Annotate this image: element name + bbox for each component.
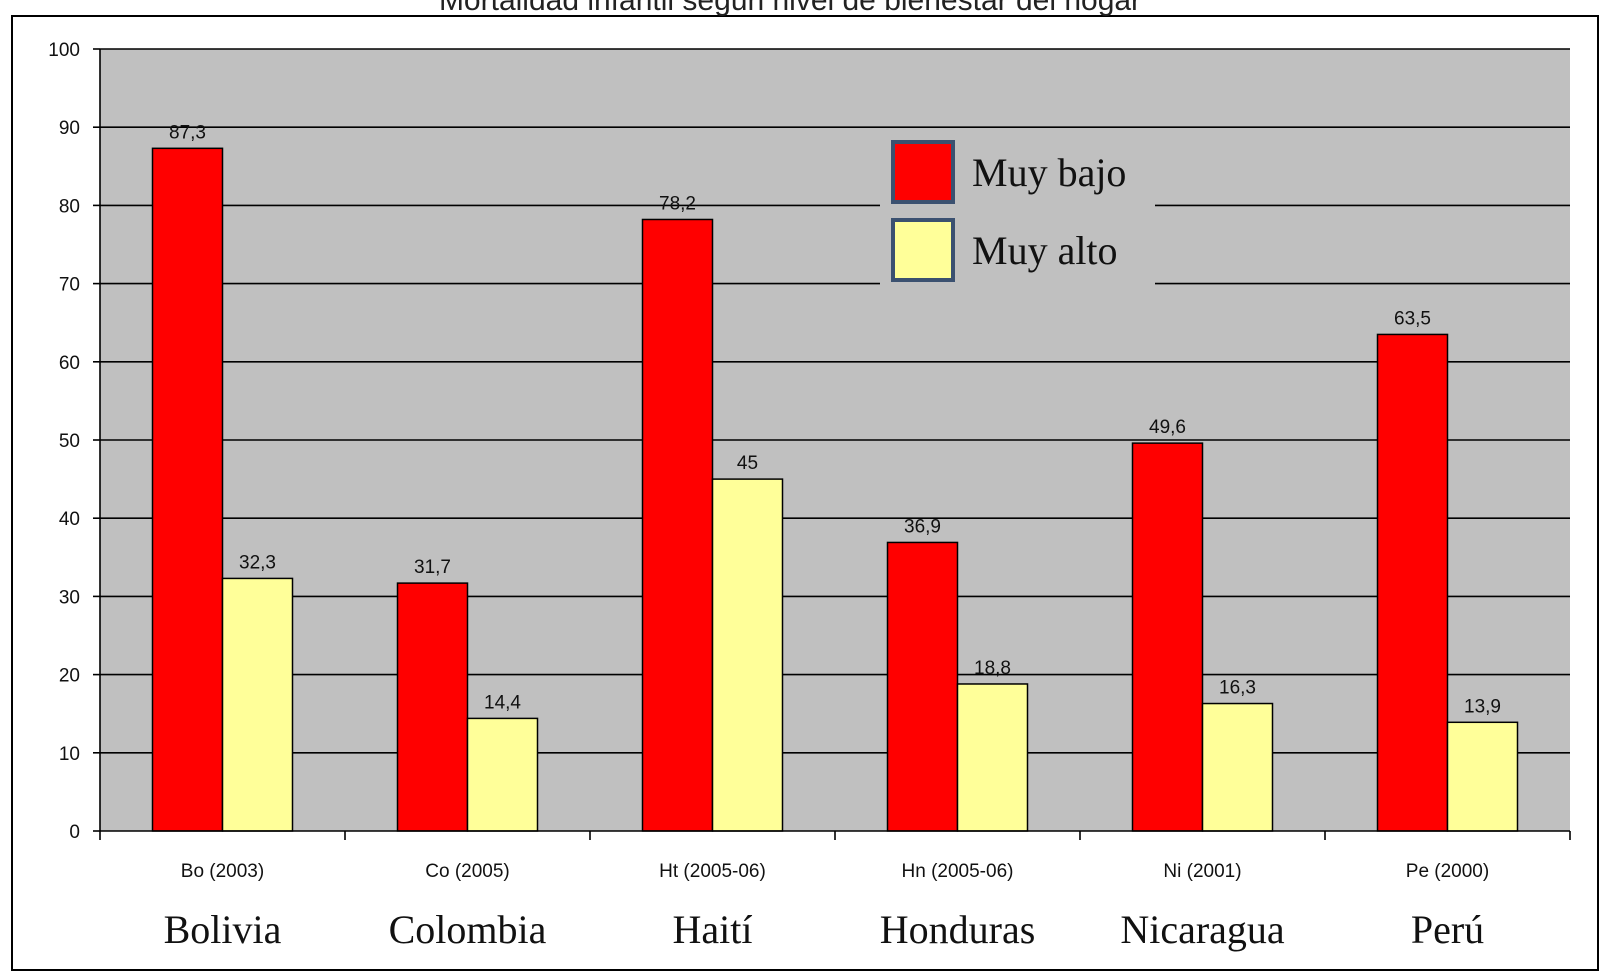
bar-muy-alto xyxy=(956,683,1029,832)
country-name-label: Nicaragua xyxy=(1120,907,1285,952)
y-tick-label: 50 xyxy=(59,431,80,452)
bar-muy-bajo xyxy=(641,218,714,832)
bar-muy-bajo xyxy=(151,147,224,832)
data-label: 49,6 xyxy=(1149,417,1186,438)
data-label: 18,8 xyxy=(974,658,1011,679)
legend-label: Muy alto xyxy=(972,228,1118,273)
bar-muy-bajo xyxy=(1131,442,1204,832)
data-label: 16,3 xyxy=(1219,678,1256,699)
legend-swatch-muy-alto xyxy=(891,218,955,282)
axes xyxy=(93,48,1571,840)
data-label: 78,2 xyxy=(659,193,696,214)
y-tick-label: 40 xyxy=(59,509,80,530)
y-tick-label: 60 xyxy=(59,353,80,374)
x-category-label: Co (2005) xyxy=(425,861,510,882)
gridlines xyxy=(100,48,1570,754)
x-category-label: Ht (2005-06) xyxy=(659,861,766,882)
legend-label: Muy bajo xyxy=(972,150,1126,195)
bar-muy-bajo xyxy=(396,582,469,832)
bar-muy-alto xyxy=(1446,721,1519,832)
data-label: 36,9 xyxy=(904,516,941,537)
chart-title: Mortalidad infantil según nivel de biene… xyxy=(439,0,1141,17)
y-tick-label: 100 xyxy=(48,40,80,61)
country-name-label: Perú xyxy=(1411,907,1484,952)
data-label: 14,4 xyxy=(484,692,521,713)
y-tick-label: 10 xyxy=(59,744,80,765)
y-tick-label: 90 xyxy=(59,118,80,139)
country-name-label: Colombia xyxy=(389,907,547,952)
bar-muy-alto xyxy=(711,478,784,832)
bar-muy-alto xyxy=(1201,702,1274,832)
data-label: 87,3 xyxy=(169,122,206,143)
legend-swatch-muy-bajo xyxy=(891,140,955,204)
y-tick-label: 70 xyxy=(59,275,80,296)
y-tick-label: 80 xyxy=(59,196,80,217)
data-label: 45 xyxy=(737,453,758,474)
y-tick-label: 20 xyxy=(59,666,80,687)
x-category-label: Bo (2003) xyxy=(181,861,264,882)
data-label: 32,3 xyxy=(239,552,276,573)
country-name-label: Honduras xyxy=(880,907,1036,952)
x-category-label: Pe (2000) xyxy=(1406,861,1489,882)
data-label: 31,7 xyxy=(414,557,451,578)
labels: 0 10 20 30 40 50 60 70 80 90 100 87,3 32,3 Bo (2003) B… xyxy=(48,40,1501,952)
data-label: 63,5 xyxy=(1394,308,1431,329)
bar-muy-bajo xyxy=(1376,333,1449,832)
country-name-label: Haití xyxy=(673,907,753,952)
y-tick-label: 30 xyxy=(59,587,80,608)
legend: Muy bajo Muy alto xyxy=(880,138,1155,288)
y-tick-label: 0 xyxy=(69,822,80,843)
x-category-label: Ni (2001) xyxy=(1163,861,1241,882)
country-name-label: Bolivia xyxy=(164,907,282,952)
bar-muy-bajo xyxy=(886,541,959,832)
x-category-label: Hn (2005-06) xyxy=(902,861,1014,882)
data-label: 13,9 xyxy=(1464,696,1501,717)
bars xyxy=(151,147,1519,832)
bar-muy-alto xyxy=(221,577,294,832)
bar-muy-alto xyxy=(466,717,539,832)
